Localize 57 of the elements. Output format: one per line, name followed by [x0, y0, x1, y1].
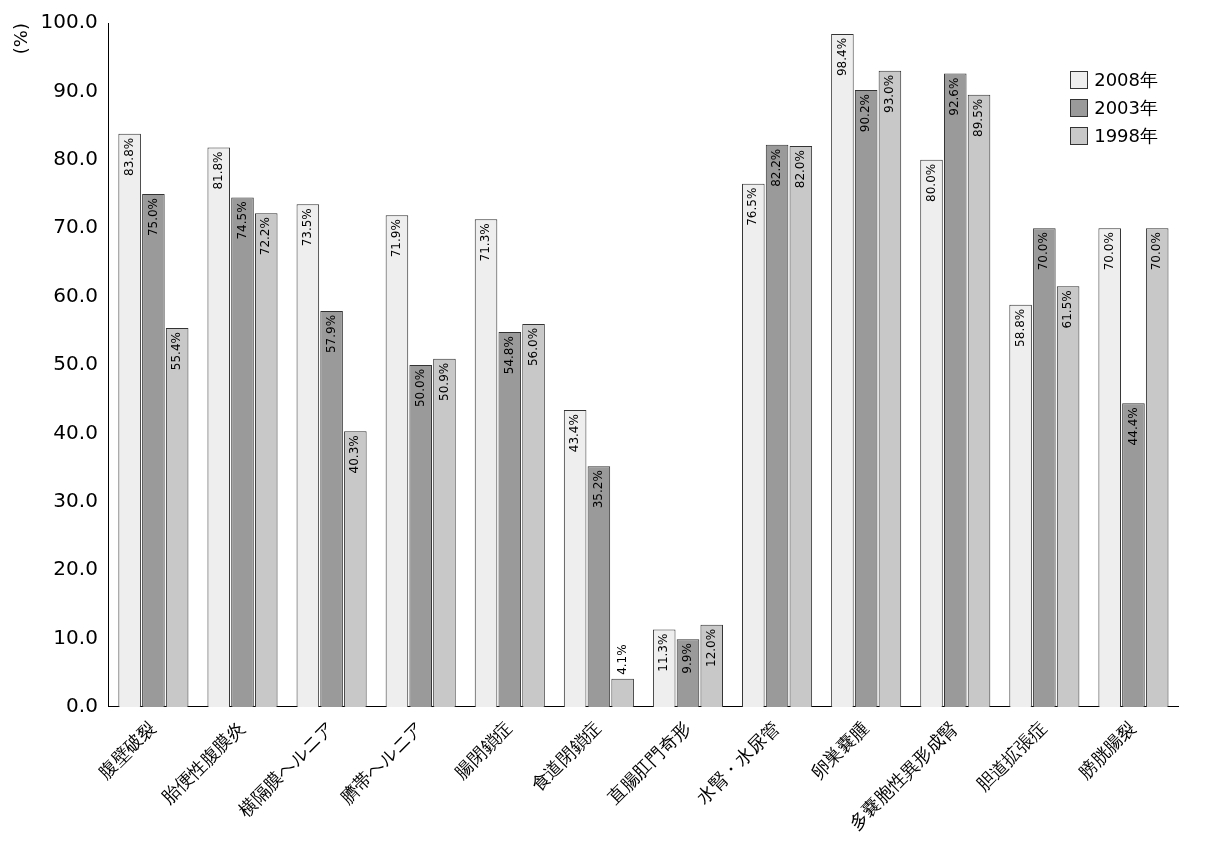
data-label: 61.5%: [1060, 290, 1075, 329]
data-label: 90.2%: [858, 94, 873, 133]
y-tick-label: 60.0: [53, 282, 98, 307]
data-label: 83.8%: [121, 137, 136, 176]
data-label: 4.1%: [614, 644, 629, 675]
y-tick-label: 70.0: [53, 214, 98, 239]
data-label: 89.5%: [971, 98, 986, 137]
x-tick-label: 臍帯ヘルニア: [335, 716, 427, 809]
data-label: 71.3%: [478, 223, 493, 262]
data-label: 56.0%: [525, 327, 540, 367]
y-axis-title: (%): [10, 23, 32, 55]
data-label: 82.2%: [769, 148, 784, 187]
x-tick-label: 卵巣嚢腫: [806, 716, 873, 783]
x-tick-label: 胆道拡張症: [972, 716, 1051, 796]
data-label: 57.9%: [323, 314, 338, 354]
y-tick-label: 100.0: [40, 9, 98, 34]
data-label: 75.0%: [145, 197, 160, 237]
data-label: 81.8%: [210, 151, 225, 190]
data-label: 70.0%: [1101, 232, 1116, 271]
data-label: 70.0%: [1036, 232, 1051, 271]
data-label: 70.0%: [1149, 232, 1164, 271]
data-label: 58.8%: [1012, 308, 1027, 347]
data-label: 9.9%: [680, 643, 695, 674]
y-tick-label: 20.0: [53, 556, 98, 581]
data-label: 12.0%: [703, 628, 718, 667]
data-label: 72.2%: [258, 217, 273, 256]
legend-label: 2008年: [1094, 68, 1158, 92]
data-label: 50.0%: [412, 368, 427, 408]
y-tick-label: 40.0: [53, 419, 98, 444]
y-tick-label: 80.0: [53, 145, 98, 170]
legend-label: 2003年: [1094, 96, 1158, 120]
data-label: 40.3%: [347, 435, 362, 474]
data-label: 92.6%: [947, 77, 962, 116]
data-label: 80.0%: [923, 163, 938, 202]
y-tick-label: 30.0: [53, 487, 98, 512]
data-label: 82.0%: [792, 150, 807, 189]
data-label: 93.0%: [882, 74, 897, 113]
x-tick-label: 膀胱腸裂: [1073, 716, 1140, 783]
data-label: 55.4%: [169, 332, 184, 371]
data-label: 50.9%: [436, 362, 451, 401]
y-tick-label: 50.0: [53, 351, 98, 376]
y-tick-label: 10.0: [53, 624, 98, 649]
y-tick-label: 0.0: [66, 693, 98, 718]
y-tick-label: 90.0: [53, 77, 98, 102]
data-label: 74.5%: [234, 201, 249, 240]
data-label: 11.3%: [656, 633, 671, 672]
x-tick-label: 腸閉鎖症: [450, 716, 516, 783]
data-label: 54.8%: [501, 336, 516, 375]
data-label: 43.4%: [567, 414, 582, 453]
data-label: 35.2%: [591, 470, 606, 509]
legend-label: 1998年: [1094, 124, 1158, 148]
data-label: 44.4%: [1125, 407, 1140, 446]
data-label: 76.5%: [745, 187, 760, 226]
data-label: 73.5%: [299, 208, 314, 247]
x-tick-label: 腹壁破裂: [93, 716, 160, 783]
data-label: 71.9%: [389, 219, 404, 258]
data-label: 98.4%: [834, 37, 849, 77]
